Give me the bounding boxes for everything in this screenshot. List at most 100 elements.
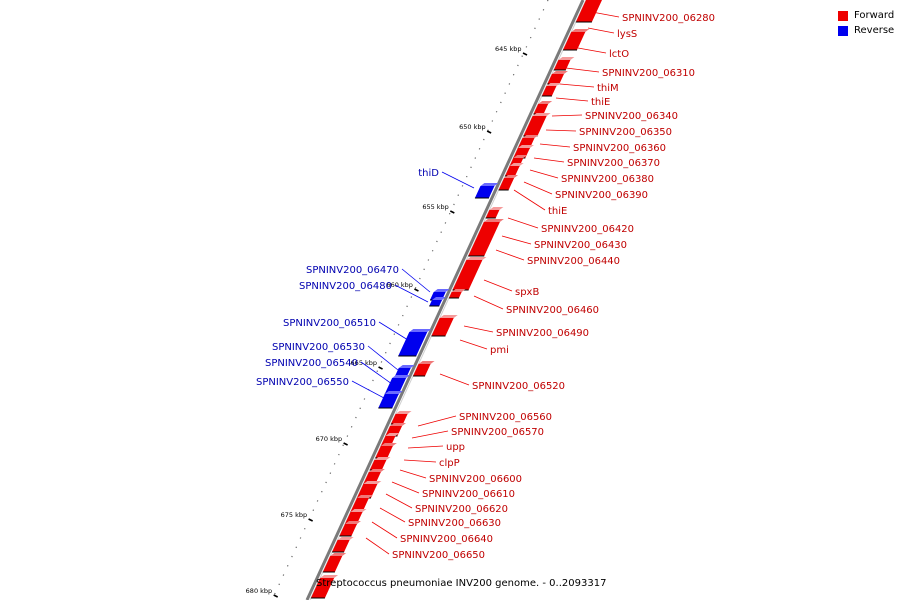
reverse-leader-line bbox=[394, 284, 429, 303]
reverse-gene-block bbox=[474, 183, 499, 199]
forward-gene-label: SPNINV200_06570 bbox=[451, 427, 544, 438]
tick-label: 680 kbp bbox=[246, 587, 273, 595]
forward-gene-label: thiE bbox=[591, 97, 610, 108]
genome-caption: Streptococcus pneumoniae INV200 genome. … bbox=[316, 578, 607, 589]
forward-gene-label: SPNINV200_06600 bbox=[429, 474, 522, 485]
forward-leader-line bbox=[473, 295, 504, 310]
forward-gene-block bbox=[413, 361, 435, 377]
forward-gene-label: SPNINV200_06630 bbox=[408, 518, 501, 529]
forward-gene-block bbox=[322, 553, 347, 573]
forward-gene-block bbox=[533, 101, 553, 115]
forward-gene-block bbox=[553, 57, 575, 71]
forward-gene-label: SPNINV200_06340 bbox=[585, 111, 678, 122]
forward-gene-label: spxB bbox=[515, 287, 539, 298]
reverse-gene-label: SPNINV200_06530 bbox=[272, 342, 365, 353]
tick-mark bbox=[414, 288, 419, 292]
legend: Forward Reverse bbox=[838, 8, 900, 38]
reverse-leader-line bbox=[360, 361, 393, 385]
forward-gene-label: pmi bbox=[490, 345, 509, 356]
reverse-gene-label: SPNINV200_06470 bbox=[306, 265, 399, 276]
forward-leader-line bbox=[439, 373, 470, 386]
forward-gene-label: SPNINV200_06370 bbox=[567, 158, 660, 169]
forward-swatch bbox=[838, 10, 848, 21]
forward-leader-line bbox=[411, 430, 449, 439]
genome-backbone-shadow bbox=[309, 0, 587, 600]
forward-leader-line bbox=[533, 157, 565, 163]
forward-gene-label: SPNINV200_06280 bbox=[622, 13, 715, 24]
forward-gene-label: clpP bbox=[439, 458, 460, 469]
genome-backbone bbox=[305, 0, 585, 600]
forward-gene-label: SPNINV200_06640 bbox=[400, 534, 493, 545]
tick-label: 655 kbp bbox=[422, 203, 449, 211]
reverse-gene-block bbox=[398, 329, 432, 357]
forward-leader-line bbox=[459, 339, 488, 350]
forward-gene-label: thiE bbox=[548, 206, 567, 217]
tick-label: 650 kbp bbox=[459, 123, 486, 131]
forward-gene-block bbox=[339, 521, 361, 537]
reverse-gene-block bbox=[429, 297, 446, 307]
legend-reverse-label: Reverse bbox=[854, 25, 895, 36]
forward-leader-line bbox=[507, 217, 539, 229]
reverse-leader-line bbox=[441, 171, 475, 189]
forward-leader-line bbox=[483, 279, 513, 292]
forward-leader-line bbox=[385, 493, 413, 509]
forward-leader-line bbox=[391, 481, 420, 494]
forward-leader-line bbox=[463, 325, 494, 333]
forward-gene-block bbox=[468, 219, 504, 257]
reverse-leader-line bbox=[367, 345, 399, 371]
forward-gene-block bbox=[563, 29, 590, 51]
forward-leader-line bbox=[501, 235, 532, 245]
forward-leader-line bbox=[513, 189, 546, 211]
tick-mark bbox=[486, 130, 492, 134]
forward-gene-label: SPNINV200_06520 bbox=[472, 381, 565, 392]
forward-leader-line bbox=[545, 129, 577, 132]
tick-label: 675 kbp bbox=[281, 511, 308, 519]
reverse-leader-line bbox=[351, 380, 385, 399]
tick-label: 660 kbp bbox=[386, 281, 413, 289]
forward-leader-line bbox=[365, 537, 390, 555]
forward-leader-line bbox=[565, 67, 600, 73]
forward-leader-line bbox=[407, 445, 444, 449]
forward-gene-label: SPNINV200_06610 bbox=[422, 489, 515, 500]
forward-gene-label: SPNINV200_06380 bbox=[561, 174, 654, 185]
forward-gene-label: lctO bbox=[609, 49, 629, 60]
reverse-gene-label: thiD bbox=[418, 168, 439, 179]
forward-leader-line bbox=[403, 459, 437, 463]
forward-gene-block bbox=[310, 575, 339, 599]
forward-gene-block bbox=[485, 207, 504, 219]
legend-forward: Forward bbox=[838, 8, 900, 23]
forward-gene-block bbox=[575, 0, 602, 23]
reverse-leader-line bbox=[378, 321, 409, 341]
forward-leader-line bbox=[577, 47, 607, 54]
forward-gene-label: SPNINV200_06360 bbox=[573, 143, 666, 154]
forward-gene-label: lysS bbox=[617, 29, 637, 40]
tick-label: 670 kbp bbox=[316, 435, 343, 443]
forward-gene-label: SPNINV200_06350 bbox=[579, 127, 672, 138]
tick-mark bbox=[378, 366, 383, 370]
reverse-gene-label: SPNINV200_06480 bbox=[299, 281, 392, 292]
forward-gene-block bbox=[541, 83, 561, 97]
forward-gene-label: SPNINV200_06440 bbox=[527, 256, 620, 267]
forward-gene-label: upp bbox=[446, 442, 465, 453]
reverse-swatch bbox=[838, 25, 848, 36]
forward-leader-line bbox=[539, 143, 571, 148]
forward-leader-line bbox=[591, 11, 620, 18]
reverse-gene-label: SPNINV200_06510 bbox=[283, 318, 376, 329]
legend-reverse: Reverse bbox=[838, 23, 900, 38]
forward-gene-label: SPNINV200_06460 bbox=[506, 305, 599, 316]
forward-leader-line bbox=[587, 27, 615, 34]
forward-leader-line bbox=[379, 507, 406, 523]
tick-label: 665 kbp bbox=[351, 359, 378, 367]
forward-gene-block bbox=[523, 113, 551, 137]
reverse-gene-label: SPNINV200_06550 bbox=[256, 377, 349, 388]
legend-forward-label: Forward bbox=[854, 10, 895, 21]
forward-gene-block bbox=[505, 163, 524, 177]
forward-leader-line bbox=[523, 181, 553, 195]
forward-gene-label: SPNINV200_06390 bbox=[555, 190, 648, 201]
forward-leader-line bbox=[495, 249, 525, 261]
forward-gene-block bbox=[498, 175, 519, 191]
reverse-gene-label: SPNINV200_06540 bbox=[265, 358, 358, 369]
reverse-leader-line bbox=[401, 268, 431, 293]
forward-gene-label: thiM bbox=[597, 83, 619, 94]
